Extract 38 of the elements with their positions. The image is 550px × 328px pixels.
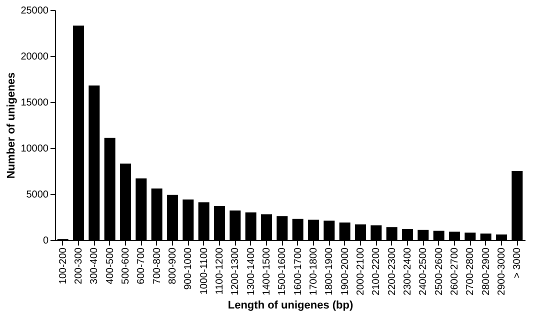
x-tick-label: 500-600 [120,247,132,284]
x-tick-label: 600-700 [136,247,148,284]
x-tick-label: 2700-2800 [465,247,476,296]
x-tick-label: 1400-1500 [262,247,272,296]
x-tick-label: 1800-1900 [324,247,336,296]
x-tick-label: 1900-2000 [340,247,351,296]
x-tick-label: 2500-2600 [434,247,445,296]
x-tick-label: 100-200 [58,247,69,284]
x-tick-label: 800-900 [168,247,178,284]
x-tick-label: 300-400 [89,247,100,284]
x-tick-label: 200-300 [74,247,84,284]
x-tick-label: 2300-2400 [402,247,414,296]
x-tick-label: 1200-1300 [230,247,242,296]
x-tick-label: 1100-1200 [214,247,226,295]
x-tick-label: 1300-1400 [246,247,257,296]
y-tick-label: 25000 [20,6,49,16]
y-tick-label: 20000 [20,52,49,62]
x-tick-label: 400-500 [104,247,116,284]
x-tick-label: 1500-1600 [277,247,288,296]
x-tick-label: 2100-2200 [371,247,382,296]
y-tick-label: 10000 [20,144,49,154]
x-tick-label: 2400-2500 [418,247,430,296]
x-tick-label: 700-800 [152,247,163,284]
y-tick-label: 5000 [26,190,49,200]
x-tick-label: 1000-1100 [198,247,210,295]
x-axis-title: Length of unigenes (bp) [228,299,354,312]
x-tick-label: 1600-1700 [292,247,304,296]
y-tick-label: 15000 [20,98,49,108]
x-tick-label: > 3000 [512,247,524,278]
x-tick-label: 1700-1800 [308,247,320,296]
x-tick-label: 2800-2900 [480,247,492,296]
x-tick-label: 900-1000 [183,247,194,290]
x-tick-label: 2000-2100 [356,247,366,296]
x-tick-label: 2900-3000 [496,247,508,296]
x-tick-label: 2200-2300 [386,247,398,296]
y-axis-title: Number of unigenes [6,72,18,179]
y-tick-label: 0 [42,236,49,246]
x-tick-label: 2600-2700 [450,247,460,296]
